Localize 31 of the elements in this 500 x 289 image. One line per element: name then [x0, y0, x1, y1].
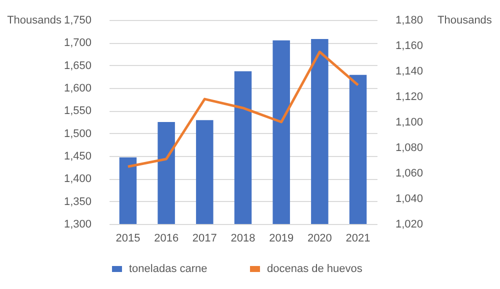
- y-tick-label: 1,750: [64, 14, 92, 26]
- x-tick-label: 2017: [192, 232, 217, 244]
- y-tick-label: 1,350: [64, 196, 92, 208]
- x-tick-label: 2021: [346, 232, 370, 244]
- y-tick-label: 1,500: [64, 128, 92, 140]
- legend-label: docenas de huevos: [267, 263, 363, 275]
- line-series: [126, 50, 360, 168]
- x-tick-label: 2015: [116, 232, 140, 244]
- y2-tick-label: 1,160: [396, 40, 424, 52]
- y-tick-label: 1,700: [64, 37, 92, 50]
- x-tick-label: 2018: [230, 232, 256, 244]
- y-tick-label: 1,600: [64, 82, 92, 94]
- x-tick-label: 2016: [154, 232, 179, 244]
- y2-tick-label: 1,180: [396, 14, 424, 26]
- y2-tick-label: 1,100: [396, 116, 424, 128]
- y-axis-title: Thousands: [7, 14, 62, 26]
- y2-tick-label: 1,140: [396, 66, 424, 78]
- y2-tick-label: 1,020: [396, 218, 424, 230]
- y2-axis-title: Thousands: [438, 14, 492, 26]
- y-tick-label: 1,650: [64, 60, 92, 72]
- y2-tick-label: 1,080: [396, 142, 424, 154]
- y-tick-label: 1,550: [64, 105, 92, 118]
- legend-label: toneladas carne: [129, 263, 208, 275]
- y-tick-label: 1,450: [64, 150, 92, 162]
- y-tick-label: 1,300: [64, 218, 92, 230]
- y2-tick-label: 1,040: [396, 193, 424, 205]
- y2-tick-label: 1,120: [396, 91, 424, 103]
- y2-tick-label: 1,060: [396, 168, 424, 180]
- y-tick-label: 1,400: [64, 173, 92, 186]
- x-tick-label: 2020: [307, 232, 332, 244]
- x-tick-label: 2019: [269, 232, 294, 244]
